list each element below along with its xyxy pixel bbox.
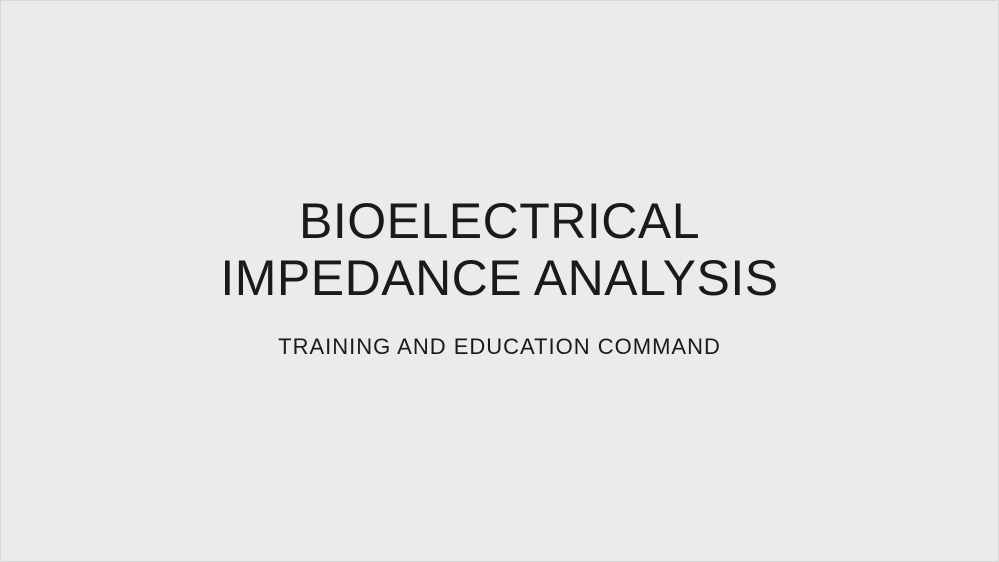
title-line-2: IMPEDANCE ANALYSIS <box>220 250 778 306</box>
main-title: BIOELECTRICAL IMPEDANCE ANALYSIS <box>220 193 778 308</box>
subtitle: TRAINING AND EDUCATION COMMAND <box>220 334 778 360</box>
title-slide-container: BIOELECTRICAL IMPEDANCE ANALYSIS TRAININ… <box>220 193 778 360</box>
title-line-1: BIOELECTRICAL <box>299 193 700 249</box>
